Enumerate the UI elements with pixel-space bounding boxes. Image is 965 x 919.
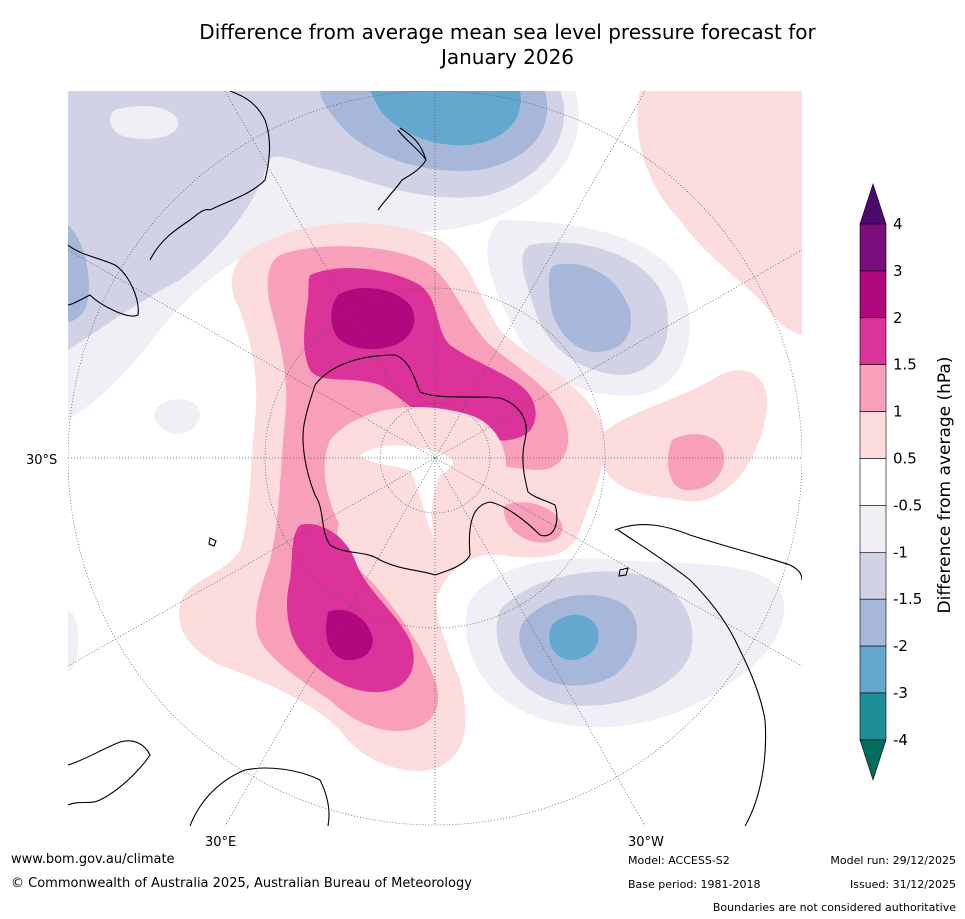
- colorbar-extend-max: [859, 183, 887, 225]
- colorbar-tick-label: -1.5: [893, 590, 922, 608]
- footer-base-period: Base period: 1981-2018: [628, 878, 761, 891]
- title-line-1: Difference from average mean sea level p…: [199, 20, 816, 44]
- anomaly-pos-atlantic-light: [595, 370, 768, 502]
- colorbar-tick-label: -3: [893, 684, 908, 702]
- colorbar-tick-label: -4: [893, 731, 908, 749]
- coastline-south-georgia: [618, 567, 629, 577]
- anomaly-pos-antarctic-interior: [324, 407, 507, 560]
- colorbar-label: Difference from average (hPa): [935, 357, 955, 614]
- map-title: Difference from average mean sea level p…: [60, 20, 955, 70]
- coastline-africa: [68, 740, 330, 826]
- coastline-new-zealand: [377, 127, 427, 211]
- coastlines: [68, 91, 802, 826]
- footer-disclaimer: Boundaries are not considered authoritat…: [712, 901, 956, 914]
- colorbar-swatch-c_m3_m2: [859, 645, 887, 694]
- colorbar-swatch-c_0_5_1: [859, 411, 887, 459]
- colorbar: 4 3 2 1.5 1 0.5 -0.5 -1 -1.5 -2 -3 -4: [859, 183, 922, 781]
- anomaly-pos-polar-3: [331, 287, 415, 350]
- anomaly-neg-pacific-3: [370, 91, 521, 146]
- anomaly-white-patch: [360, 445, 453, 540]
- anomaly-pos-weddell: [504, 502, 563, 543]
- footer-issued: Issued: 31/12/2025: [849, 878, 956, 891]
- colorbar-tick-label: 0.5: [893, 450, 917, 468]
- colorbar-swatch-c_m1_m0_5: [859, 505, 887, 553]
- colorbar-tick-label: 1.5: [893, 356, 917, 374]
- colorbar-tick-label: 3: [893, 262, 903, 280]
- colorbar-tick-label: -0.5: [893, 496, 922, 514]
- anomaly-neg-east-mid-2: [548, 263, 631, 352]
- coastline-south-america: [614, 524, 802, 826]
- anomaly-neg-west-lower: [68, 610, 79, 672]
- lon-label-30w: 30°W: [628, 835, 664, 850]
- anomaly-neg-australia-pocket: [110, 105, 179, 139]
- colorbar-extend-min: [859, 739, 887, 781]
- lon-label-30e: 30°E: [205, 835, 236, 850]
- coastline-marion-island: [208, 537, 217, 547]
- colorbar-tick-label: 4: [893, 215, 903, 233]
- footer-model-run: Model run: 29/12/2025: [830, 854, 956, 867]
- map-panel: [68, 91, 802, 826]
- colorbar-tick-label: -2: [893, 637, 908, 655]
- colorbar-swatch-c_m4_m3: [859, 692, 887, 741]
- colorbar-swatch-c_1_1_5: [859, 364, 887, 412]
- anomaly-neg-southeast-3: [549, 614, 599, 660]
- colorbar-swatch-c_neutral: [859, 458, 887, 506]
- graticule: [68, 91, 802, 826]
- footer-model: Model: ACCESS-S2: [628, 854, 730, 867]
- colorbar-swatch-c_3_4: [859, 223, 887, 272]
- anomaly-pos-polar-3-lower: [325, 609, 373, 661]
- anomaly-pos-polar-2-lower: [287, 524, 414, 693]
- colorbar-tick-label: 1: [893, 403, 903, 421]
- anomaly-neg-indian-patch: [154, 399, 200, 434]
- colorbar-swatch-c_m1_5_m1: [859, 551, 887, 600]
- colorbar-tick-label: 2: [893, 309, 903, 327]
- footer-copyright: © Commonwealth of Australia 2025, Austra…: [11, 876, 472, 891]
- colorbar-swatch-c_m2_m1_5: [859, 598, 887, 647]
- footer-url[interactable]: www.bom.gov.au/climate: [11, 852, 175, 867]
- colorbar-tick-label: -1: [893, 543, 908, 561]
- coastline-antarctica: [302, 354, 558, 576]
- latitude-circle-30s: [68, 91, 802, 826]
- anomaly-pos-east-upper: [637, 91, 802, 335]
- colorbar-swatch-c_2_3: [859, 270, 887, 319]
- colorbar-swatch-c_1_5_2: [859, 317, 887, 365]
- lat-label-30s: 30°S: [26, 453, 57, 468]
- title-line-2: January 2026: [440, 45, 575, 69]
- coastline-australia: [68, 91, 271, 317]
- meridian-diag-2: [224, 91, 646, 826]
- anomaly-pos-atlantic: [668, 434, 725, 491]
